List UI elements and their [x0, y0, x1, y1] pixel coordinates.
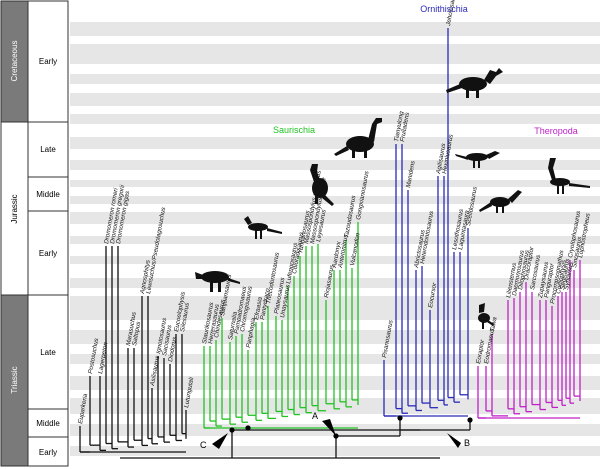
node-arrow-c: C	[200, 433, 228, 450]
clade-label-saurischia: Saurischia	[273, 125, 315, 135]
epoch-label: Early	[39, 448, 57, 457]
silhouette-eoraptor-icon	[478, 303, 494, 329]
node-arrow-b: B	[447, 433, 470, 448]
silhouette-prosauropod-icon	[310, 164, 334, 206]
taxon-label: Syntarsus	[563, 261, 575, 291]
svg-text:B: B	[464, 438, 470, 448]
node-arrow-a: A	[312, 411, 336, 436]
epoch-label: Late	[40, 145, 56, 154]
epoch-column	[27, 0, 69, 467]
period-label: Jurassic	[10, 194, 19, 223]
theropoda-tree	[477, 260, 581, 419]
node-dot	[467, 417, 473, 423]
svg-text:C: C	[200, 440, 207, 450]
node-dot	[397, 415, 403, 421]
taxon-label: Aardonyx	[331, 240, 343, 269]
epoch-label: Early	[39, 249, 57, 258]
silhouette-theropod-small-icon	[455, 151, 500, 168]
tree-backbone	[120, 415, 473, 459]
outgroup-tree	[79, 246, 187, 453]
epoch-labels: Early Late Middle Early Late Middle Earl…	[36, 57, 60, 457]
epoch-label: Middle	[36, 419, 60, 428]
silhouette-hadrosaur-icon	[446, 68, 503, 98]
epoch-label: Early	[39, 57, 57, 66]
node-dot	[229, 427, 235, 433]
period-column: Cretaceous Jurassic Triassic	[0, 0, 29, 467]
clade-label-ornithischia: Ornithischia	[420, 4, 468, 14]
saurischia-tree	[203, 222, 359, 429]
silhouette-theropod-mid-icon	[479, 190, 522, 213]
svg-text:A: A	[312, 411, 318, 421]
epoch-label: Late	[40, 348, 56, 357]
taxon-label: Manidens	[405, 159, 417, 188]
silhouette-sauropod-icon	[334, 118, 382, 158]
taxon-label: Efraasia	[253, 296, 264, 320]
taxon-label: Saturnalia	[227, 311, 239, 341]
period-label: Triassic	[10, 366, 19, 393]
period-label: Cretaceous	[10, 41, 19, 82]
epoch-label: Middle	[36, 190, 60, 199]
clade-label-theropoda: Theropoda	[534, 126, 578, 136]
taxon-label: Diodorus	[167, 335, 178, 362]
silhouette-herrerasaur-icon	[195, 271, 240, 292]
node-dot	[245, 425, 251, 431]
taxon-label: Saltopus	[131, 320, 142, 346]
taxon-label: Eocursor	[427, 281, 438, 308]
silhouette-coelophysis-icon	[548, 158, 590, 194]
silhouette-basal-saurischian-icon	[244, 216, 282, 239]
taxon-label: Eoraptor	[475, 338, 486, 364]
